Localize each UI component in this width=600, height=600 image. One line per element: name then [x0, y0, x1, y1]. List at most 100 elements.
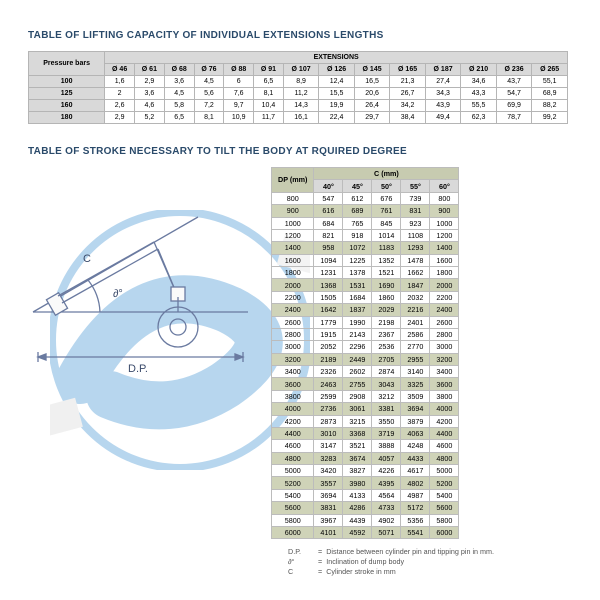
- stroke-cell: 3147: [314, 440, 343, 452]
- lifting-cell: 11,2: [283, 88, 319, 100]
- stroke-cell: 4987: [401, 489, 430, 501]
- stroke-cell: 3212: [372, 390, 401, 402]
- stroke-cell: 2367: [372, 328, 401, 340]
- angle-header: 40°: [314, 180, 343, 192]
- lifting-cell: 88,2: [532, 100, 568, 112]
- lifting-cell: 69,9: [496, 100, 532, 112]
- stroke-cell: 1690: [372, 279, 401, 291]
- dp-cell: 2600: [272, 316, 314, 328]
- stroke-cell: 900: [430, 205, 459, 217]
- stroke-cell: 1642: [314, 304, 343, 316]
- lifting-cell: 7,6: [224, 88, 254, 100]
- dp-cell: 800: [272, 192, 314, 204]
- lifting-cell: 14,3: [283, 100, 319, 112]
- stroke-cell: 3879: [401, 415, 430, 427]
- stroke-cell: 3827: [343, 465, 372, 477]
- stroke-cell: 4564: [372, 489, 401, 501]
- stroke-cell: 2873: [314, 415, 343, 427]
- ext-col-header: Ø 265: [532, 64, 568, 76]
- lifting-cell: 4,6: [135, 100, 165, 112]
- lifting-cell: 4,5: [164, 88, 194, 100]
- stroke-cell: 2755: [343, 378, 372, 390]
- stroke-cell: 689: [343, 205, 372, 217]
- stroke-cell: 1108: [401, 229, 430, 241]
- stroke-cell: 4133: [343, 489, 372, 501]
- stroke-cell: 1231: [314, 267, 343, 279]
- stroke-cell: 3000: [430, 341, 459, 353]
- stroke-cell: 3888: [372, 440, 401, 452]
- lifting-cell: 26,4: [354, 100, 390, 112]
- stroke-cell: 4248: [401, 440, 430, 452]
- lifting-cell: 6,5: [164, 112, 194, 124]
- stroke-cell: 1915: [314, 328, 343, 340]
- pressure-row-header: 100: [29, 76, 105, 88]
- stroke-cell: 918: [343, 229, 372, 241]
- stroke-cell: 2400: [430, 304, 459, 316]
- dp-cell: 4800: [272, 452, 314, 464]
- dp-cell: 4600: [272, 440, 314, 452]
- stroke-cell: 1990: [343, 316, 372, 328]
- stroke-cell: 5600: [430, 502, 459, 514]
- stroke-cell: 3557: [314, 477, 343, 489]
- stroke-cell: 4902: [372, 514, 401, 526]
- stroke-cell: 1800: [430, 267, 459, 279]
- lifting-cell: 9,7: [224, 100, 254, 112]
- stroke-cell: 4617: [401, 465, 430, 477]
- lifting-cell: 2,6: [105, 100, 135, 112]
- stroke-cell: 1600: [430, 254, 459, 266]
- stroke-cell: 1352: [372, 254, 401, 266]
- stroke-cell: 6000: [430, 526, 459, 538]
- stroke-cell: 2600: [430, 316, 459, 328]
- stroke-cell: 2874: [372, 366, 401, 378]
- stroke-cell: 2198: [372, 316, 401, 328]
- dp-cell: 3800: [272, 390, 314, 402]
- title-lifting: TABLE OF LIFTING CAPACITY OF INDIVIDUAL …: [28, 30, 572, 41]
- dp-cell: 3400: [272, 366, 314, 378]
- stroke-cell: 4000: [430, 403, 459, 415]
- lifting-cell: 29,7: [354, 112, 390, 124]
- ext-col-header: Ø 91: [254, 64, 284, 76]
- stroke-cell: 2599: [314, 390, 343, 402]
- stroke-cell: 4802: [401, 477, 430, 489]
- stroke-cell: 2770: [401, 341, 430, 353]
- lifting-cell: 5,2: [135, 112, 165, 124]
- lifting-cell: 34,2: [390, 100, 426, 112]
- stroke-cell: 3325: [401, 378, 430, 390]
- stroke-cell: 4592: [343, 526, 372, 538]
- stroke-cell: 3600: [430, 378, 459, 390]
- stroke-cell: 4200: [430, 415, 459, 427]
- stroke-cell: 831: [401, 205, 430, 217]
- stroke-cell: 3800: [430, 390, 459, 402]
- lifting-cell: 68,9: [532, 88, 568, 100]
- stroke-cell: 3831: [314, 502, 343, 514]
- stroke-cell: 2200: [430, 291, 459, 303]
- stroke-cell: 5400: [430, 489, 459, 501]
- stroke-cell: 5200: [430, 477, 459, 489]
- stroke-cell: 4600: [430, 440, 459, 452]
- angle-header: 45°: [343, 180, 372, 192]
- stroke-cell: 5356: [401, 514, 430, 526]
- dp-cell: 1000: [272, 217, 314, 229]
- pressure-row-header: 125: [29, 88, 105, 100]
- dp-header: DP (mm): [272, 168, 314, 193]
- lifting-cell: 19,9: [319, 100, 355, 112]
- stroke-cell: 2800: [430, 328, 459, 340]
- stroke-cell: 4101: [314, 526, 343, 538]
- stroke-cell: 5071: [372, 526, 401, 538]
- stroke-cell: 1072: [343, 242, 372, 254]
- stroke-cell: 1521: [372, 267, 401, 279]
- ext-col-header: Ø 107: [283, 64, 319, 76]
- ext-col-header: Ø 210: [461, 64, 497, 76]
- stroke-cell: 2586: [401, 328, 430, 340]
- stroke-cell: 5541: [401, 526, 430, 538]
- stroke-cell: 3674: [343, 452, 372, 464]
- stroke-cell: 3980: [343, 477, 372, 489]
- ext-col-header: Ø 145: [354, 64, 390, 76]
- stroke-cell: 5800: [430, 514, 459, 526]
- stroke-cell: 1368: [314, 279, 343, 291]
- stroke-cell: 800: [430, 192, 459, 204]
- stroke-cell: 676: [372, 192, 401, 204]
- ext-col-header: Ø 68: [164, 64, 194, 76]
- stroke-cell: 3694: [314, 489, 343, 501]
- stroke-cell: 2908: [343, 390, 372, 402]
